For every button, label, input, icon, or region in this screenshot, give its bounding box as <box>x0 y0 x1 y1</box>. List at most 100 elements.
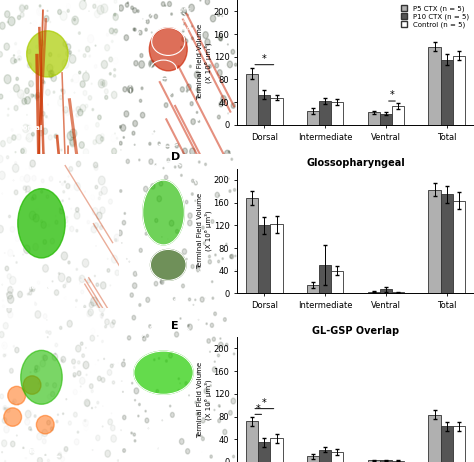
Text: 200 μm: 200 μm <box>25 449 46 454</box>
Bar <box>380 290 392 293</box>
Circle shape <box>70 140 76 147</box>
Circle shape <box>160 280 163 283</box>
Circle shape <box>181 46 182 49</box>
Circle shape <box>8 295 14 304</box>
Bar <box>392 292 404 293</box>
Circle shape <box>61 149 62 151</box>
Circle shape <box>231 49 235 54</box>
Circle shape <box>182 249 187 255</box>
Circle shape <box>31 429 32 431</box>
Circle shape <box>108 419 112 425</box>
Circle shape <box>74 212 80 219</box>
Circle shape <box>113 13 118 20</box>
Bar <box>368 460 380 462</box>
Circle shape <box>101 61 108 68</box>
Circle shape <box>225 150 230 158</box>
Circle shape <box>49 73 53 78</box>
Circle shape <box>95 45 96 46</box>
Circle shape <box>166 144 169 148</box>
Circle shape <box>161 2 165 6</box>
Circle shape <box>94 275 95 277</box>
Circle shape <box>63 41 67 47</box>
Circle shape <box>145 410 146 412</box>
Circle shape <box>46 195 49 198</box>
Circle shape <box>105 95 108 99</box>
Circle shape <box>178 389 179 391</box>
Circle shape <box>205 0 210 5</box>
Circle shape <box>97 6 104 14</box>
Circle shape <box>28 427 31 430</box>
Circle shape <box>214 312 217 316</box>
Circle shape <box>188 213 192 219</box>
Bar <box>380 460 392 462</box>
Circle shape <box>132 131 135 135</box>
Circle shape <box>58 9 62 14</box>
Bar <box>258 95 271 125</box>
Circle shape <box>180 438 184 444</box>
Circle shape <box>124 35 128 41</box>
Circle shape <box>62 200 64 202</box>
Bar <box>331 102 343 125</box>
Circle shape <box>185 382 187 385</box>
Circle shape <box>145 418 149 423</box>
Circle shape <box>189 395 190 396</box>
Circle shape <box>77 431 79 433</box>
Circle shape <box>97 212 102 219</box>
Circle shape <box>63 107 68 113</box>
Circle shape <box>63 190 65 193</box>
Circle shape <box>51 391 55 397</box>
Y-axis label: Terminal Field Volume
(X 10⁶ μm³): Terminal Field Volume (X 10⁶ μm³) <box>197 24 212 101</box>
Circle shape <box>201 436 202 437</box>
Circle shape <box>124 111 129 117</box>
Circle shape <box>68 261 70 264</box>
Circle shape <box>14 105 18 111</box>
Circle shape <box>228 61 233 68</box>
Bar <box>368 292 380 293</box>
Circle shape <box>70 129 77 138</box>
Circle shape <box>175 230 179 233</box>
Circle shape <box>158 142 160 145</box>
Circle shape <box>15 347 19 353</box>
Circle shape <box>156 389 159 393</box>
Circle shape <box>125 3 129 7</box>
Ellipse shape <box>36 415 54 434</box>
Circle shape <box>61 356 65 363</box>
Bar <box>319 265 331 293</box>
Bar <box>246 198 258 293</box>
Bar <box>392 106 404 125</box>
Circle shape <box>191 265 194 268</box>
Circle shape <box>22 98 27 104</box>
Bar <box>428 189 440 293</box>
Circle shape <box>140 54 143 58</box>
Circle shape <box>191 193 193 195</box>
Circle shape <box>59 208 61 210</box>
Circle shape <box>196 88 200 92</box>
Circle shape <box>123 87 127 92</box>
Legend: P5 CTX (n = 5), P10 CTX (n = 5), Control (n = 5): P5 CTX (n = 5), P10 CTX (n = 5), Control… <box>399 4 471 30</box>
Circle shape <box>101 313 103 316</box>
Bar <box>258 442 271 462</box>
Title: Glossopharyngeal: Glossopharyngeal <box>306 158 405 168</box>
Circle shape <box>57 454 62 459</box>
Circle shape <box>90 335 95 341</box>
Circle shape <box>8 108 9 109</box>
Circle shape <box>46 89 50 96</box>
Circle shape <box>197 267 200 272</box>
Circle shape <box>12 164 19 172</box>
Circle shape <box>140 112 145 118</box>
Circle shape <box>66 183 70 188</box>
Circle shape <box>51 74 56 81</box>
Circle shape <box>196 111 198 113</box>
Circle shape <box>14 190 18 195</box>
Circle shape <box>133 433 136 436</box>
Circle shape <box>212 337 215 341</box>
Bar <box>271 97 283 125</box>
Circle shape <box>47 420 50 425</box>
Circle shape <box>112 381 115 384</box>
Circle shape <box>19 59 20 60</box>
Circle shape <box>150 61 155 67</box>
Circle shape <box>229 255 233 258</box>
Circle shape <box>154 359 155 361</box>
Circle shape <box>33 214 39 222</box>
Circle shape <box>96 283 99 286</box>
